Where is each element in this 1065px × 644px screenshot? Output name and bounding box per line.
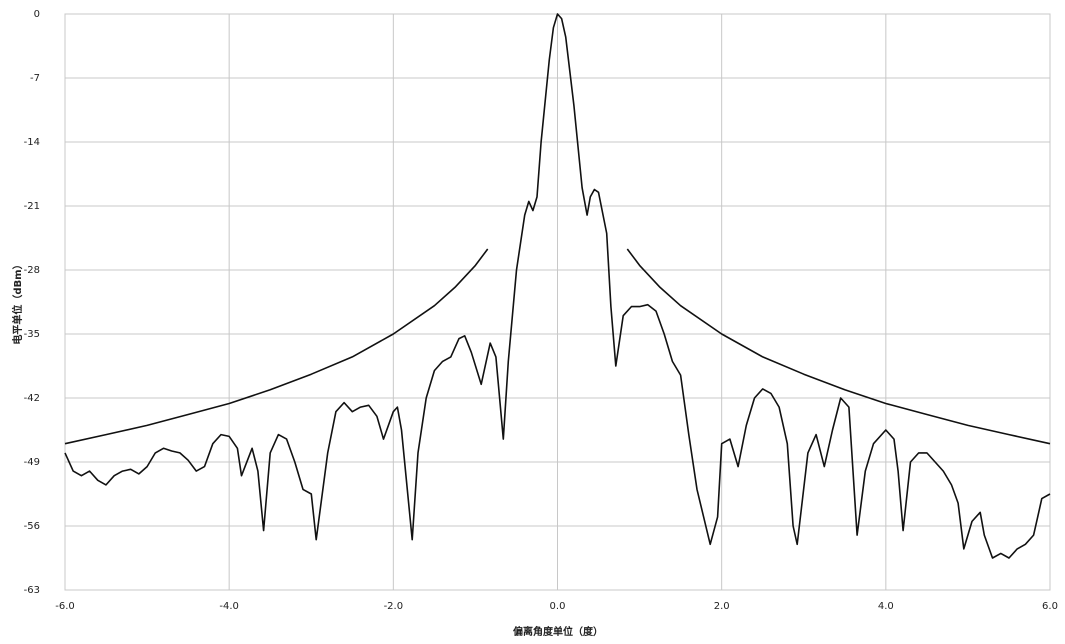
y-tick-label: -7 bbox=[30, 73, 40, 84]
y-tick-label: -35 bbox=[24, 329, 40, 340]
y-tick-label: -42 bbox=[24, 393, 40, 404]
x-tick-label: 4.0 bbox=[878, 601, 894, 612]
x-tick-label: 0.0 bbox=[550, 601, 566, 612]
x-tick-label: -6.0 bbox=[55, 601, 75, 612]
x-tick-label: 6.0 bbox=[1042, 601, 1058, 612]
y-axis-label: 电平单位（dBm） bbox=[11, 259, 24, 344]
x-tick-label: -2.0 bbox=[384, 601, 404, 612]
y-tick-label: -14 bbox=[24, 137, 40, 148]
x-axis-label: 偏离角度单位（度） bbox=[513, 625, 603, 638]
series-line bbox=[64, 248, 1051, 445]
y-tick-label: -56 bbox=[24, 521, 40, 532]
y-tick-label: -28 bbox=[24, 265, 40, 276]
series-line bbox=[64, 13, 1051, 559]
y-tick-label: -49 bbox=[24, 457, 40, 468]
y-tick-label: -63 bbox=[24, 585, 40, 596]
x-tick-label: 2.0 bbox=[714, 601, 730, 612]
y-tick-label: 0 bbox=[34, 9, 40, 20]
x-tick-label: -4.0 bbox=[219, 601, 239, 612]
y-tick-label: -21 bbox=[24, 201, 40, 212]
